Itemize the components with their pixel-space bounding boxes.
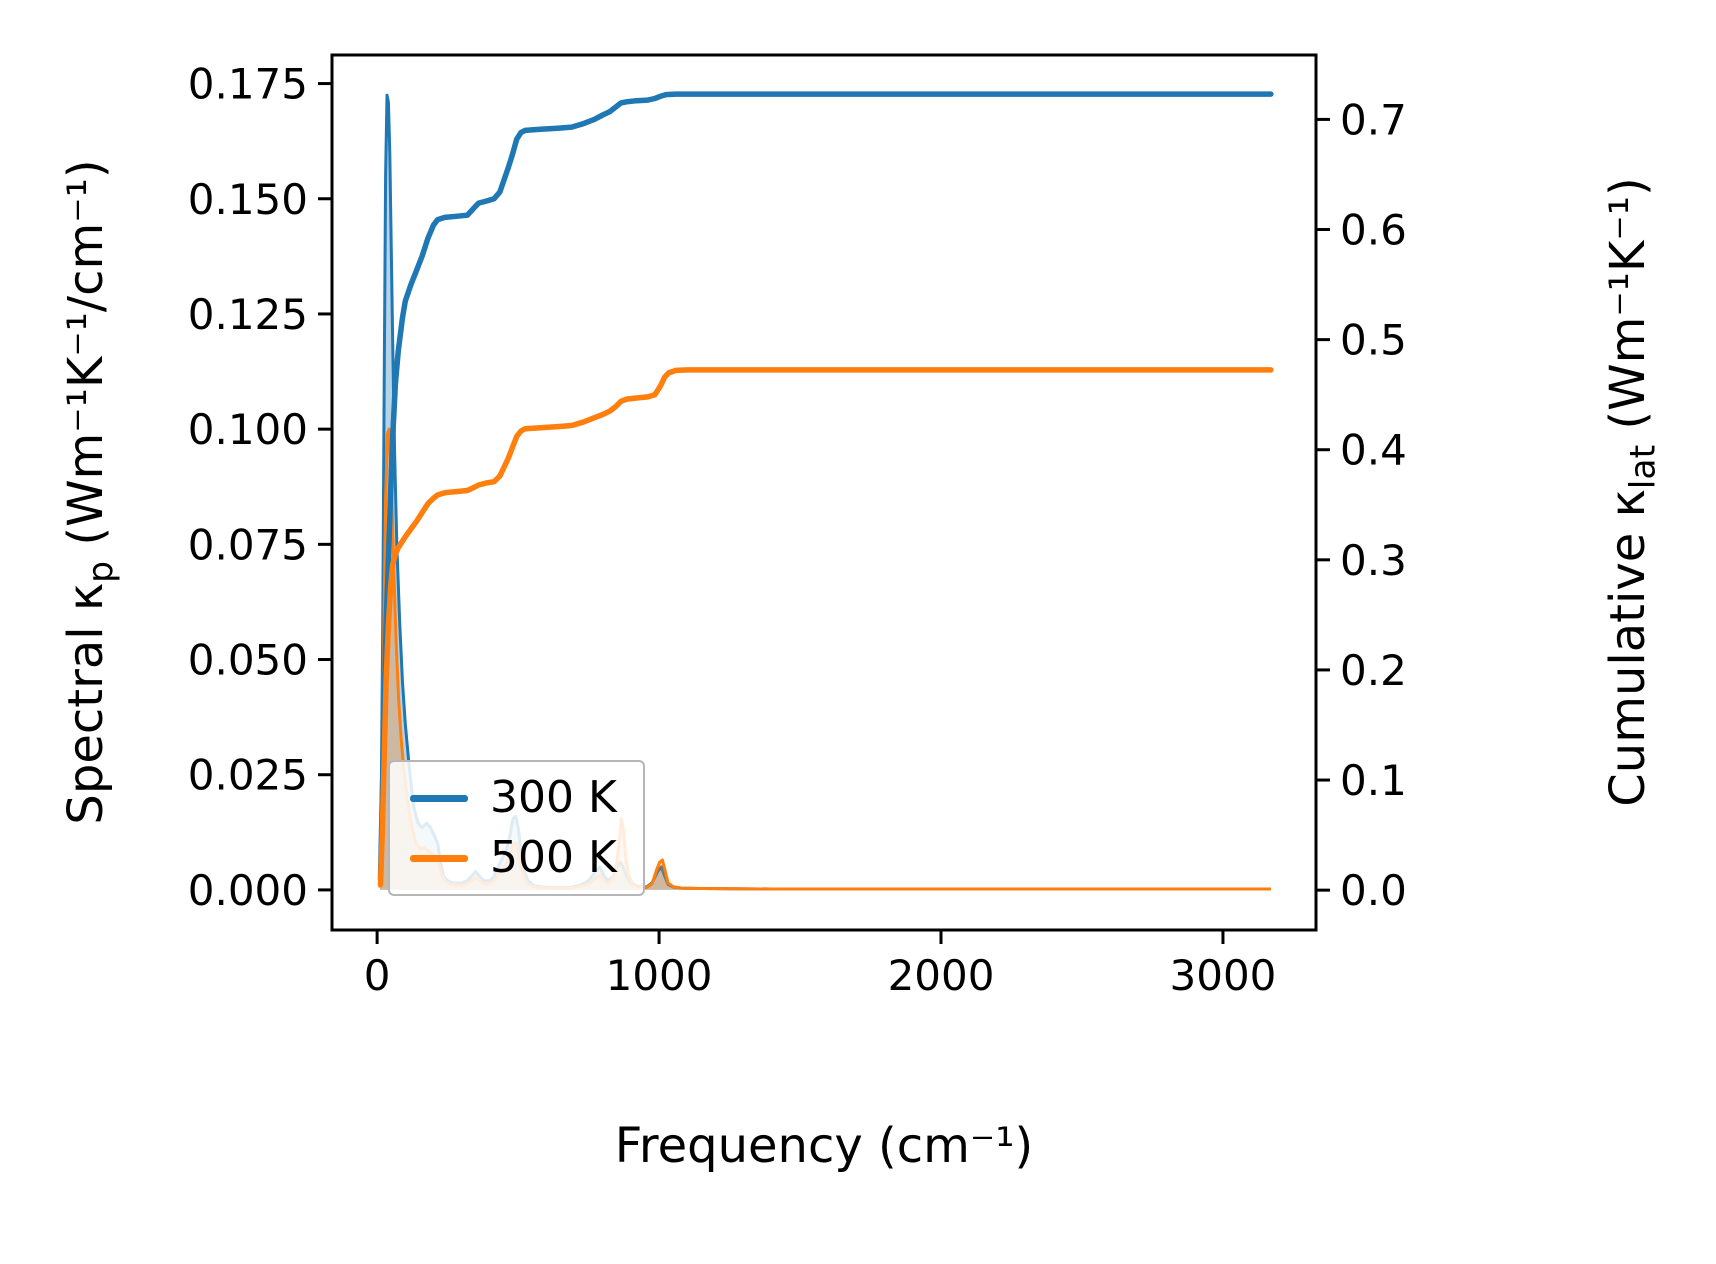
- left-y-tick-label: 0.050: [188, 636, 308, 685]
- right-y-tick-label: 0.1: [1340, 756, 1407, 805]
- left-y-tick-label: 0.000: [188, 866, 308, 915]
- legend: 300 K 500 K: [388, 760, 645, 896]
- right-y-tick-label: 0.4: [1340, 426, 1407, 475]
- right-axis-title-prefix: Cumulative κ: [1600, 489, 1656, 807]
- x-axis-title: Frequency (cm⁻¹): [614, 1118, 1034, 1174]
- series-line-cumulative-500K: [377, 367, 1274, 888]
- legend-item-500k: 500 K: [410, 836, 617, 880]
- right-y-tick-label: 0.5: [1340, 316, 1407, 365]
- legend-line-300k-icon: [410, 794, 468, 802]
- right-axis-title-sub: lat: [1623, 444, 1664, 490]
- left-y-tick-label: 0.025: [188, 751, 308, 800]
- right-y-tick-label: 0.0: [1340, 866, 1407, 915]
- left-y-tick-label: 0.125: [188, 290, 308, 339]
- right-axis-title: Cumulative κlat (Wm⁻¹K⁻¹): [1596, 0, 1664, 992]
- legend-label-300k: 300 K: [490, 772, 617, 823]
- right-y-tick-label: 0.6: [1340, 206, 1407, 255]
- left-axis-title: Spectral κp (Wm⁻¹K⁻¹/cm⁻¹): [54, 0, 122, 992]
- left-y-tick-label: 0.175: [188, 60, 308, 109]
- x-tick-label: 3000: [1170, 951, 1277, 1000]
- left-y-tick-label: 0.075: [188, 520, 308, 569]
- right-y-tick-label: 0.7: [1340, 95, 1407, 144]
- legend-label-500k: 500 K: [490, 832, 617, 883]
- x-tick-label: 1000: [606, 951, 713, 1000]
- series-line-cumulative-300K: [377, 91, 1274, 882]
- left-y-tick-label: 0.150: [188, 175, 308, 224]
- x-tick-label: 2000: [888, 951, 995, 1000]
- right-axis-title-suffix: (Wm⁻¹K⁻¹): [1600, 177, 1656, 445]
- x-tick-label: 0: [364, 951, 391, 1000]
- plot-frame: [330, 53, 1318, 932]
- legend-item-300k: 300 K: [410, 776, 617, 820]
- right-y-tick-label: 0.3: [1340, 536, 1407, 585]
- left-axis-title-prefix: Spectral κ: [58, 582, 114, 825]
- left-y-tick-label: 0.100: [188, 405, 308, 454]
- left-axis-title-suffix: (Wm⁻¹K⁻¹/cm⁻¹): [58, 159, 114, 561]
- legend-line-500k-icon: [410, 854, 468, 862]
- left-axis-title-sub: p: [81, 560, 122, 583]
- right-y-tick-label: 0.2: [1340, 646, 1407, 695]
